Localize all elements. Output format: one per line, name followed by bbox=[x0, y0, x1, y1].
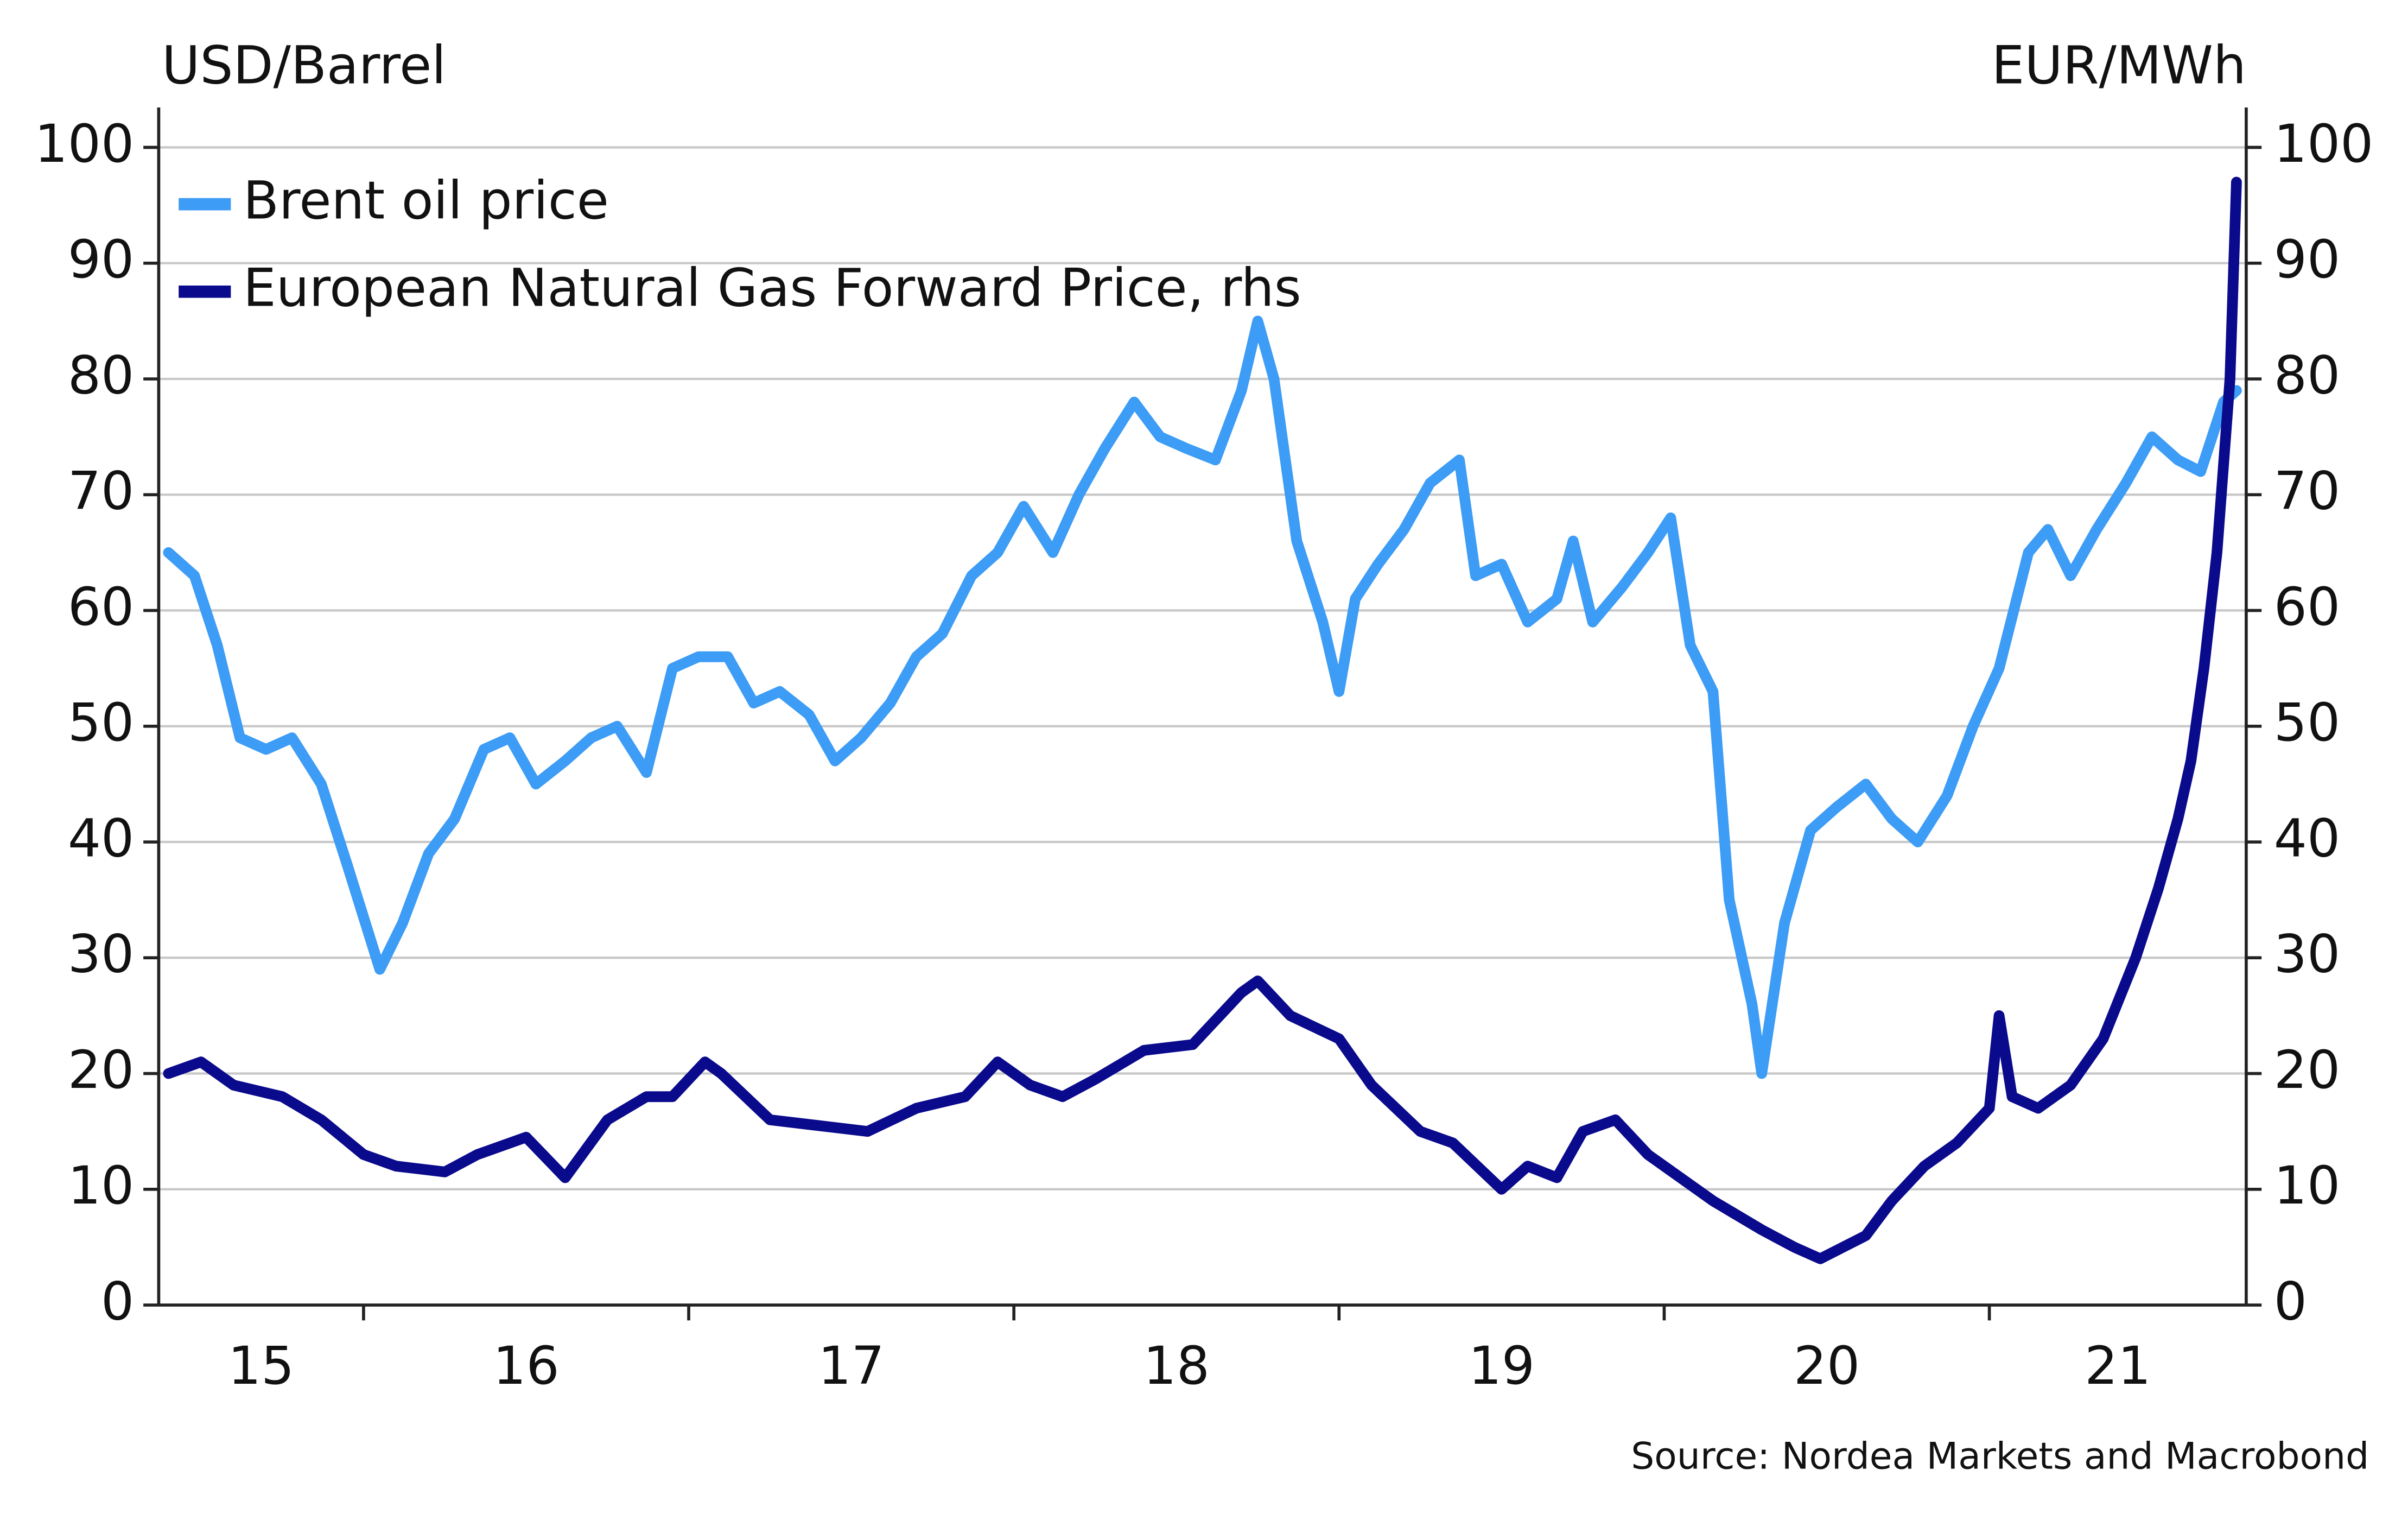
legend-label: European Natural Gas Forward Price, rhs bbox=[243, 258, 1301, 319]
y2-tick-label: 50 bbox=[2274, 692, 2340, 753]
y-tick-label: 10 bbox=[68, 1155, 134, 1216]
y2-tick-label: 40 bbox=[2274, 808, 2340, 869]
y-tick-label: 50 bbox=[68, 692, 134, 753]
y-tick-label: 30 bbox=[68, 924, 134, 985]
x-tick-label: 21 bbox=[2085, 1335, 2151, 1396]
y2-axis-label: EUR/MWh bbox=[1992, 35, 2246, 96]
x-tick-label: 20 bbox=[1794, 1335, 1860, 1396]
legend-label: Brent oil price bbox=[243, 170, 609, 231]
x-tick-label: 18 bbox=[1143, 1335, 1210, 1396]
y2-tick-label: 80 bbox=[2274, 345, 2340, 406]
source-note: Source: Nordea Markets and Macrobond bbox=[1631, 1435, 2369, 1478]
y2-tick-label: 30 bbox=[2274, 924, 2340, 985]
x-tick-label: 15 bbox=[228, 1335, 294, 1396]
y2-tick-label: 10 bbox=[2274, 1155, 2340, 1216]
data-line bbox=[163, 176, 2242, 1264]
x-tick-label: 19 bbox=[1469, 1335, 1535, 1396]
y-tick-label: 20 bbox=[68, 1040, 134, 1100]
y-tick-label: 80 bbox=[68, 345, 134, 406]
y-tick-label: 70 bbox=[68, 461, 134, 522]
y2-tick-label: 60 bbox=[2274, 577, 2340, 637]
y-axis-label: USD/Barrel bbox=[162, 35, 446, 96]
y2-tick-label: 100 bbox=[2274, 113, 2374, 174]
x-tick-label: 16 bbox=[493, 1335, 559, 1396]
data-line bbox=[163, 315, 2242, 1079]
y-tick-label: 90 bbox=[68, 229, 134, 290]
x-tick-label: 17 bbox=[818, 1335, 884, 1396]
y-tick-label: 40 bbox=[68, 808, 134, 869]
y2-tick-label: 20 bbox=[2274, 1040, 2340, 1100]
y-tick-label: 100 bbox=[35, 113, 135, 174]
y-tick-label: 60 bbox=[68, 577, 134, 637]
y2-tick-label: 70 bbox=[2274, 461, 2340, 522]
y2-tick-label: 90 bbox=[2274, 229, 2340, 290]
y2-tick-label: 0 bbox=[2274, 1271, 2307, 1332]
y-tick-label: 0 bbox=[101, 1271, 134, 1332]
